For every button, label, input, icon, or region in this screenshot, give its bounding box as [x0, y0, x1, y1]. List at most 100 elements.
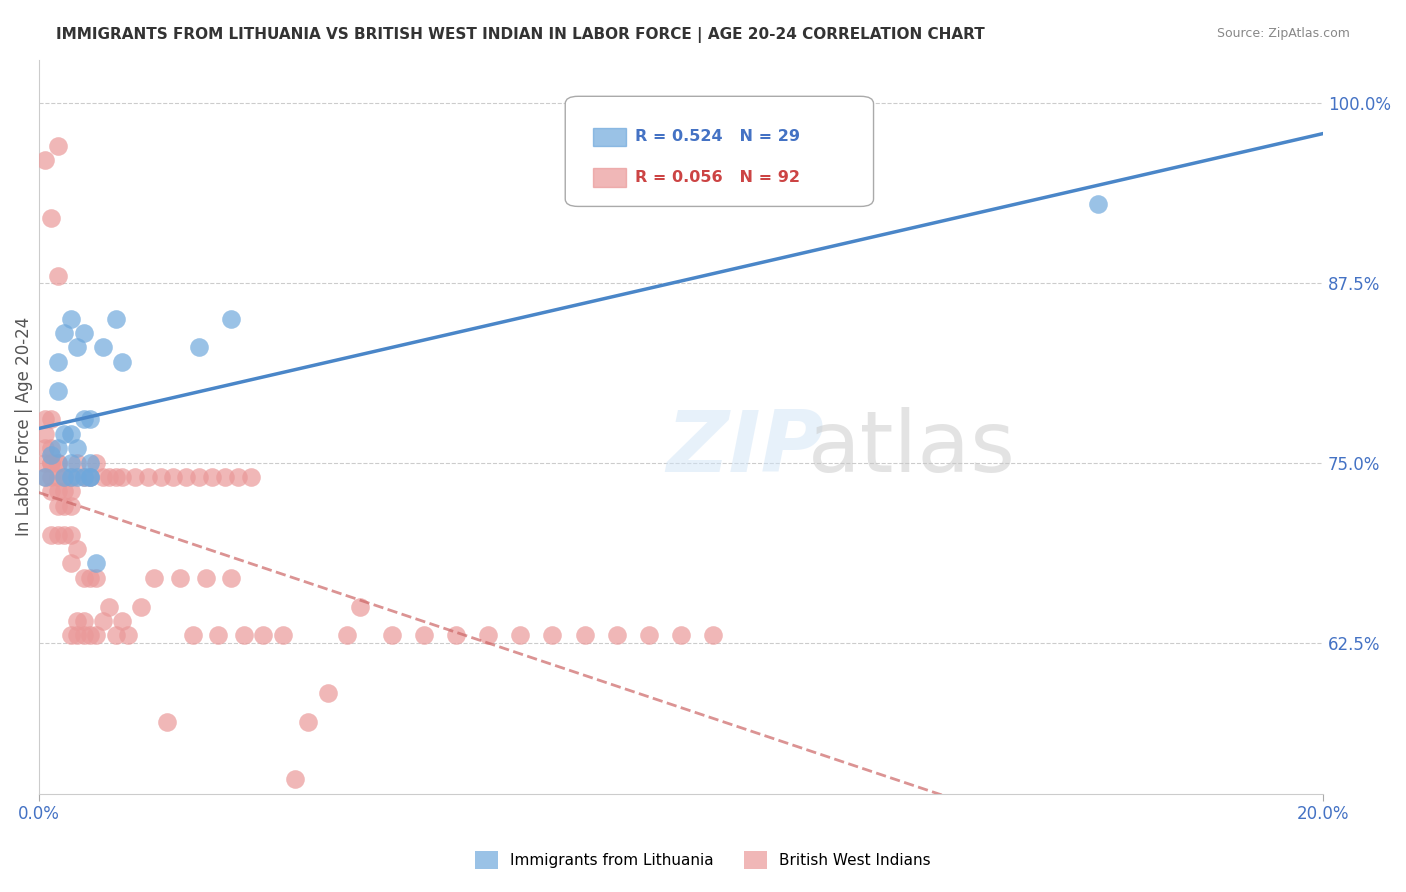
- Point: [91, 470, 114, 484]
- Point: [188, 341, 211, 355]
- Point: [46, 384, 69, 398]
- Point: [541, 628, 564, 642]
- Point: [34, 412, 56, 426]
- Point: [86, 456, 108, 470]
- Point: [72, 628, 94, 642]
- Point: [53, 426, 76, 441]
- Point: [46, 527, 69, 541]
- Point: [72, 614, 94, 628]
- Point: [104, 628, 127, 642]
- Point: [34, 456, 56, 470]
- Point: [41, 527, 63, 541]
- Point: [1087, 196, 1109, 211]
- Bar: [593, 169, 626, 186]
- Point: [46, 484, 69, 499]
- Point: [41, 456, 63, 470]
- Point: [477, 628, 499, 642]
- Text: IMMIGRANTS FROM LITHUANIA VS BRITISH WEST INDIAN IN LABOR FORCE | AGE 20-24 CORR: IMMIGRANTS FROM LITHUANIA VS BRITISH WES…: [56, 27, 986, 43]
- Bar: [593, 128, 626, 146]
- Point: [66, 470, 89, 484]
- Legend: Immigrants from Lithuania, British West Indians: Immigrants from Lithuania, British West …: [468, 845, 938, 875]
- Point: [86, 571, 108, 585]
- Point: [53, 499, 76, 513]
- Point: [59, 557, 82, 571]
- Point: [53, 527, 76, 541]
- Point: [53, 470, 76, 484]
- Point: [53, 470, 76, 484]
- Point: [59, 470, 82, 484]
- Point: [181, 628, 204, 642]
- Point: [59, 426, 82, 441]
- Point: [79, 412, 101, 426]
- Point: [46, 456, 69, 470]
- Point: [79, 628, 101, 642]
- Point: [131, 599, 153, 614]
- Point: [143, 571, 166, 585]
- Point: [46, 355, 69, 369]
- Point: [41, 441, 63, 455]
- Point: [72, 412, 94, 426]
- Point: [669, 628, 692, 642]
- Point: [111, 614, 134, 628]
- Point: [41, 484, 63, 499]
- Point: [46, 268, 69, 283]
- Point: [53, 326, 76, 340]
- Point: [66, 441, 89, 455]
- Point: [284, 772, 307, 787]
- Point: [66, 341, 89, 355]
- Point: [41, 456, 63, 470]
- Point: [79, 456, 101, 470]
- Point: [413, 628, 436, 642]
- Point: [174, 470, 197, 484]
- Point: [46, 470, 69, 484]
- Point: [66, 614, 89, 628]
- Point: [46, 139, 69, 153]
- Text: ZIP: ZIP: [666, 407, 824, 491]
- Point: [86, 557, 108, 571]
- Point: [124, 470, 146, 484]
- Point: [66, 628, 89, 642]
- Point: [41, 211, 63, 225]
- Point: [46, 456, 69, 470]
- Point: [271, 628, 294, 642]
- Point: [297, 714, 319, 729]
- Point: [149, 470, 172, 484]
- Point: [381, 628, 404, 642]
- Point: [41, 449, 63, 463]
- Point: [59, 499, 82, 513]
- Point: [41, 470, 63, 484]
- Point: [194, 571, 217, 585]
- Point: [59, 527, 82, 541]
- Point: [98, 470, 121, 484]
- Point: [79, 571, 101, 585]
- Text: R = 0.056   N = 92: R = 0.056 N = 92: [634, 169, 800, 185]
- Point: [66, 456, 89, 470]
- Text: atlas: atlas: [808, 407, 1017, 491]
- Point: [59, 456, 82, 470]
- Point: [444, 628, 467, 642]
- Point: [169, 571, 191, 585]
- Point: [219, 571, 242, 585]
- FancyBboxPatch shape: [565, 96, 873, 206]
- Point: [136, 470, 159, 484]
- Point: [79, 470, 101, 484]
- Point: [349, 599, 371, 614]
- Point: [214, 470, 236, 484]
- Point: [509, 628, 531, 642]
- Point: [702, 628, 724, 642]
- Point: [201, 470, 224, 484]
- Point: [606, 628, 628, 642]
- Point: [104, 311, 127, 326]
- Y-axis label: In Labor Force | Age 20-24: In Labor Force | Age 20-24: [15, 317, 32, 536]
- Point: [156, 714, 179, 729]
- Point: [72, 571, 94, 585]
- Point: [34, 470, 56, 484]
- Point: [91, 341, 114, 355]
- Point: [188, 470, 211, 484]
- Point: [46, 441, 69, 455]
- Point: [207, 628, 229, 642]
- Point: [46, 499, 69, 513]
- Point: [34, 153, 56, 168]
- Point: [239, 470, 262, 484]
- Point: [111, 470, 134, 484]
